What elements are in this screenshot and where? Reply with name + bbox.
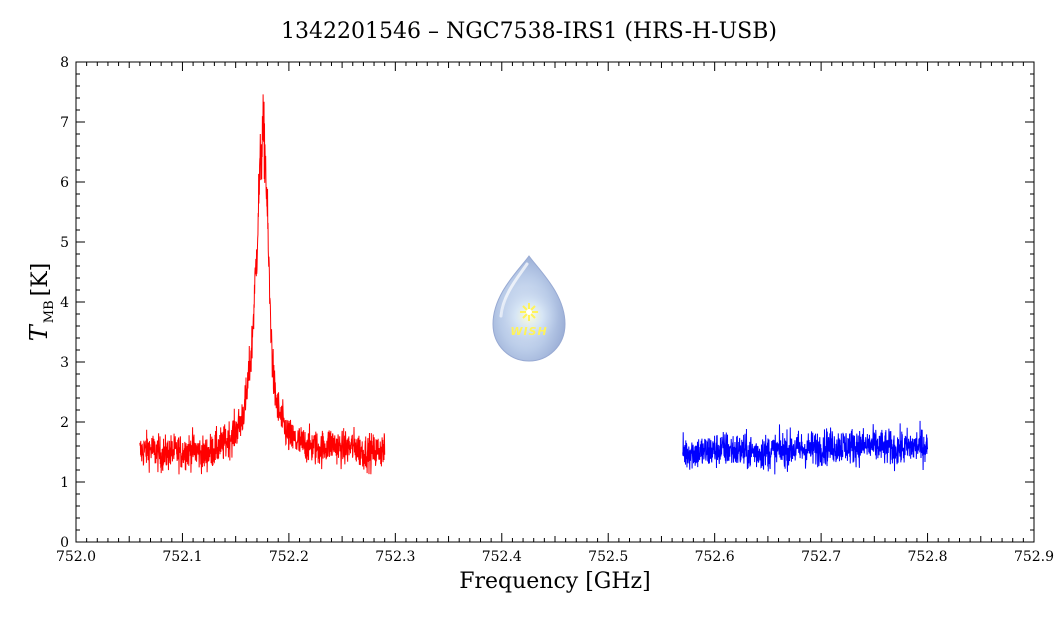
x-tick-label: 752.6	[695, 549, 735, 565]
x-tick-label: 752.1	[162, 549, 202, 565]
axis-ticks: 752.0 752.1 752.2 752.3 752.4 752.5 752.6 752.7…	[56, 55, 1054, 565]
svg-text:TMB[K]: TMB [K]	[25, 263, 57, 342]
chart-title: 1342201546 – NGC7538-IRS1 (HRS-H-USB)	[281, 19, 777, 44]
x-tick-label: 752.3	[375, 549, 415, 565]
y-tick-label: 5	[60, 235, 69, 251]
y-tick-label: 6	[60, 175, 69, 191]
x-tick-label: 752.8	[908, 549, 948, 565]
y-axis-label-unit: [K]	[28, 263, 53, 297]
logo-text: WISH	[510, 325, 547, 338]
y-tick-label: 1	[60, 475, 69, 491]
series-line-2	[682, 420, 929, 475]
y-tick-label: 2	[60, 415, 69, 431]
series-line-1	[139, 94, 386, 475]
y-axis-label: TMB [K]	[25, 263, 57, 342]
y-axis-label-main: T	[25, 323, 53, 341]
y-axis-label-sub: MB	[42, 300, 57, 323]
series-group	[139, 94, 929, 475]
x-tick-label: 752.7	[801, 549, 841, 565]
x-tick-label: 752.2	[269, 549, 309, 565]
x-tick-label: 752.4	[482, 549, 522, 565]
x-tick-label: 752.9	[1014, 549, 1054, 565]
y-tick-label: 0	[60, 535, 69, 551]
x-tick-label: 752.0	[56, 549, 96, 565]
y-tick-label: 8	[60, 55, 69, 71]
y-tick-label: 7	[60, 115, 69, 131]
y-tick-label: 4	[60, 295, 69, 311]
x-axis-label: Frequency [GHz]	[459, 569, 651, 594]
wish-logo: WISH	[492, 255, 566, 362]
x-tick-label: 752.5	[588, 549, 628, 565]
y-tick-label: 3	[60, 355, 69, 371]
